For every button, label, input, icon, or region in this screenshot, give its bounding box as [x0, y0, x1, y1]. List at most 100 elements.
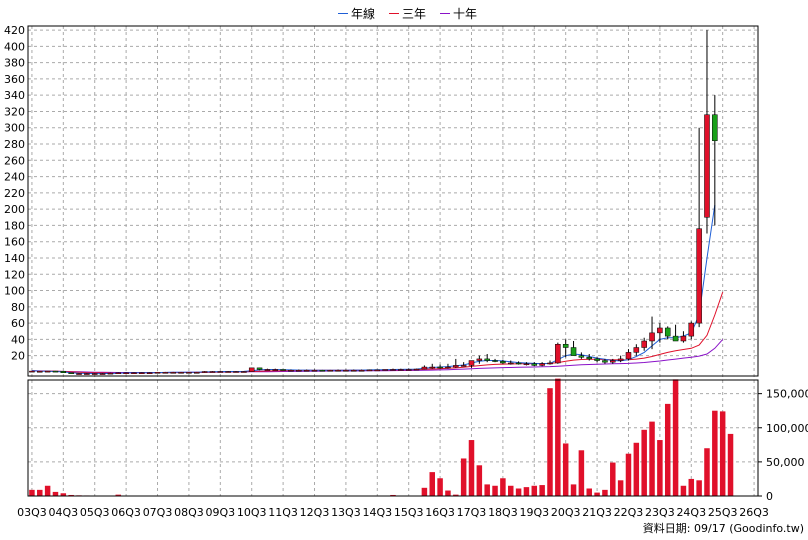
volume-tick-label: 50,000	[766, 456, 805, 469]
candle-body	[555, 344, 561, 364]
candle-body	[241, 371, 247, 373]
x-tick-label: 16Q3	[425, 506, 455, 519]
volume-panel-frame	[27, 379, 759, 497]
volume-bar	[657, 440, 663, 496]
candle-body	[413, 368, 420, 371]
volume-bar	[460, 458, 467, 496]
volume-bar	[649, 421, 655, 496]
volume-bar	[515, 488, 522, 496]
volume-tick-label: 0	[766, 490, 773, 503]
legend-label-3y: 三年	[402, 7, 427, 21]
volume-axis: 0 50,000 100,000 150,000	[758, 388, 808, 503]
volume-bar	[29, 489, 35, 496]
candle-body	[296, 370, 302, 372]
candle-body	[484, 358, 490, 361]
price-tick-label: 260	[4, 154, 25, 167]
volume-bar	[500, 478, 506, 496]
volume-bar	[68, 494, 74, 496]
legend-item-3y: 三年	[389, 5, 426, 22]
candle-body	[194, 372, 200, 374]
candle-body	[672, 335, 679, 342]
candle-body	[311, 370, 318, 372]
x-tick-label: 22Q3	[614, 506, 644, 519]
volume-tick-label: 100,000	[766, 422, 808, 435]
candle-body	[272, 369, 279, 371]
volume-bar	[586, 488, 592, 496]
candle-body	[570, 347, 577, 356]
legend-swatch-10y	[440, 13, 451, 14]
price-panel-bg	[28, 26, 758, 376]
x-tick-label: 09Q3	[205, 506, 235, 519]
legend-label-10y: 十年	[453, 7, 478, 21]
candle-body	[390, 369, 396, 371]
candle-body	[429, 366, 436, 369]
legend-swatch-3y	[389, 13, 400, 14]
x-tick-label: 08Q3	[174, 506, 204, 519]
candle-body	[602, 360, 608, 363]
volume-bar	[547, 388, 553, 496]
candle-body	[712, 114, 718, 142]
legend-swatch-year	[338, 13, 348, 14]
price-tick-label: 240	[4, 171, 25, 184]
volume-bar	[453, 494, 459, 496]
candle-body	[225, 371, 231, 373]
volume-bar	[562, 443, 569, 496]
candle-body	[586, 357, 592, 360]
candle-body	[445, 366, 451, 369]
volume-bar	[115, 494, 122, 496]
volume-bar	[672, 379, 679, 496]
x-tick-label: 04Q3	[48, 506, 78, 519]
volume-bar	[421, 487, 428, 496]
candle-body	[547, 362, 553, 365]
legend-item-year: 年線	[338, 5, 375, 22]
candle-body	[664, 327, 671, 337]
volume-bar	[727, 433, 734, 496]
candle-body	[288, 370, 294, 372]
x-tick-label: 10Q3	[237, 506, 267, 519]
price-tick-label: 340	[4, 89, 25, 102]
candle-body	[625, 352, 632, 360]
price-tick-label: 100	[4, 285, 25, 298]
candle-body	[594, 358, 600, 361]
ma-year-line	[31, 205, 716, 375]
candle-body	[405, 369, 412, 371]
x-tick-label: 14Q3	[362, 506, 392, 519]
candle-body	[139, 372, 145, 374]
volume-bar	[664, 403, 671, 496]
candle-body	[358, 370, 365, 372]
x-tick-label: 18Q3	[488, 506, 518, 519]
volume-bars	[29, 378, 734, 497]
candle-body	[52, 370, 59, 373]
price-tick-label: 140	[4, 252, 25, 265]
price-tick-label: 80	[11, 301, 25, 314]
candle-body	[170, 372, 176, 374]
candle-body	[343, 370, 349, 372]
x-tick-label: 17Q3	[457, 506, 487, 519]
price-tick-label: 180	[4, 219, 25, 232]
volume-bar	[484, 484, 490, 496]
price-tick-label: 360	[4, 73, 25, 86]
candle-body	[107, 372, 114, 375]
x-tick-label: 26Q3	[739, 506, 769, 519]
volume-bar	[641, 429, 647, 496]
candle-body	[382, 369, 388, 371]
candlesticks	[29, 30, 718, 375]
price-tick-label: 20	[11, 350, 25, 363]
price-tick-label: 60	[11, 317, 25, 330]
volume-bar	[610, 462, 616, 496]
volume-bar	[523, 487, 530, 496]
legend: 年線 三年 十年	[338, 5, 477, 22]
candle-body	[696, 228, 702, 324]
price-panel-frame	[27, 25, 759, 377]
candle-body	[492, 360, 498, 362]
candle-body	[523, 363, 530, 366]
candle-body	[217, 371, 224, 373]
legend-item-10y: 十年	[440, 5, 477, 22]
x-tick-label: 07Q3	[143, 506, 173, 519]
candle-body	[704, 114, 710, 218]
volume-bar	[492, 485, 498, 496]
candle-body	[680, 335, 687, 342]
volume-bar	[437, 478, 443, 496]
volume-bar	[52, 491, 59, 496]
